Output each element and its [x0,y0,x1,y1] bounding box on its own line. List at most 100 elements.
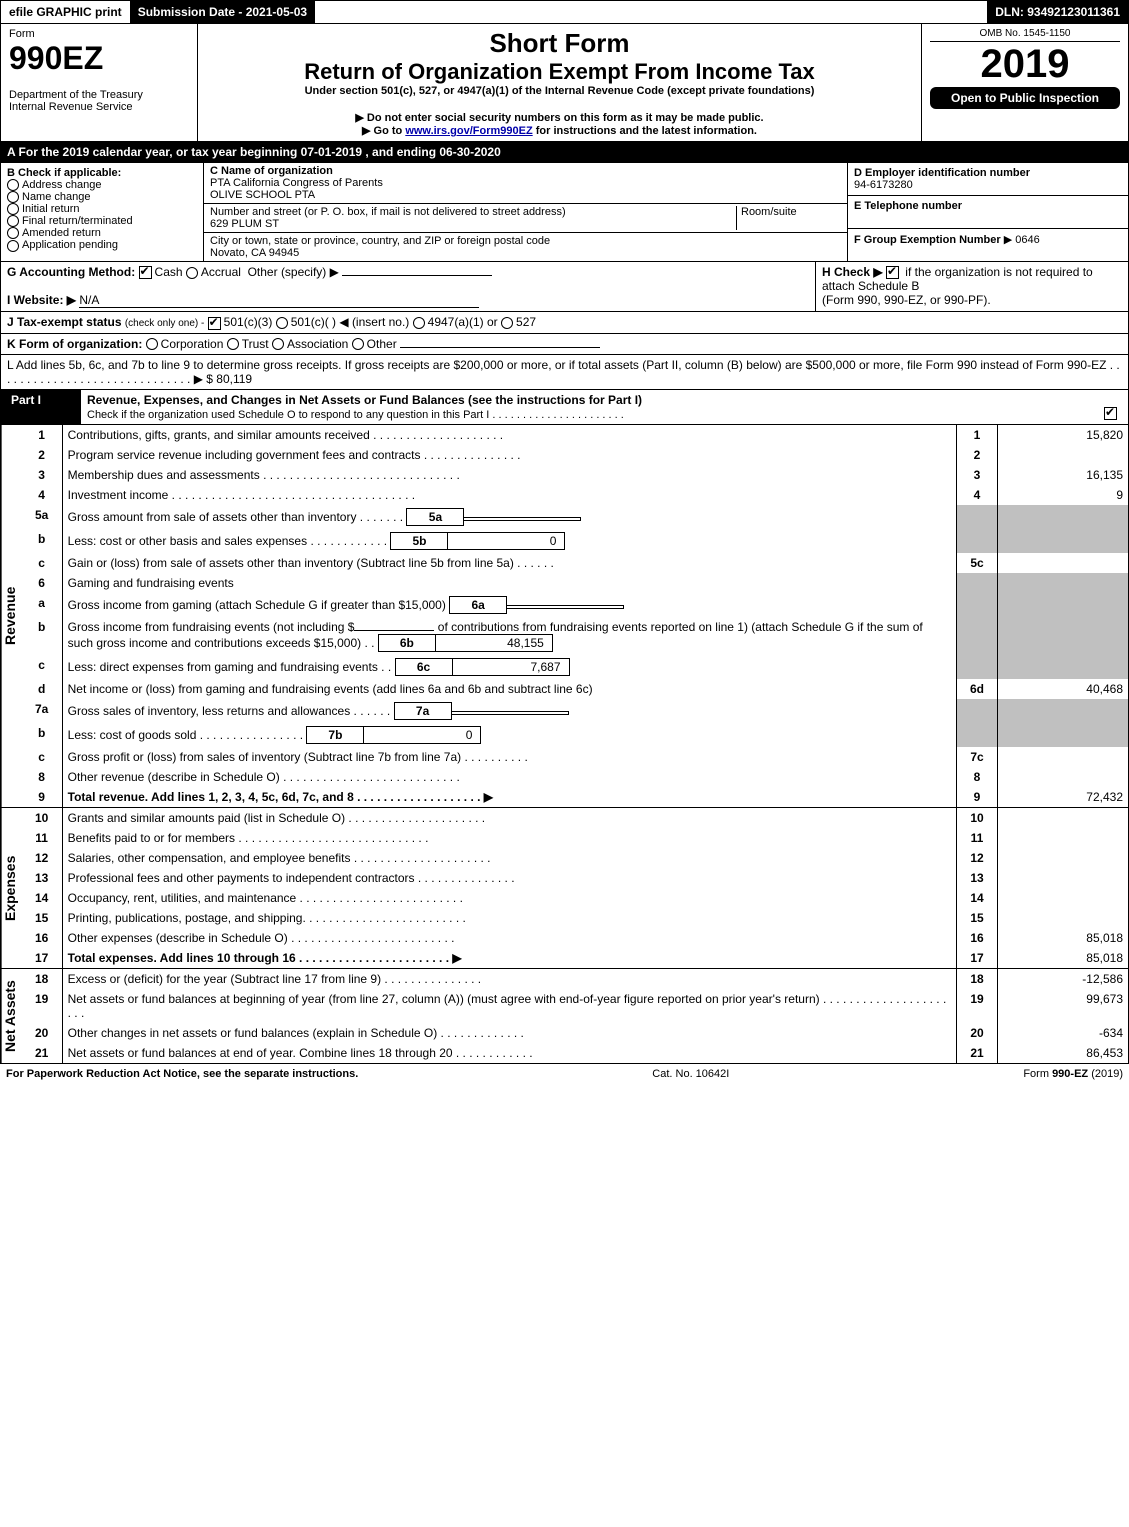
efile-label: efile GRAPHIC print [1,1,130,23]
j-527-radio[interactable] [501,317,513,329]
k-corp-radio[interactable] [146,338,158,350]
part-1-header: Part I Revenue, Expenses, and Changes in… [0,390,1129,425]
footer-right: Form 990-EZ (2019) [1023,1068,1123,1080]
line-g-label: G Accounting Method: [7,265,135,279]
check-final-return[interactable]: Final return/terminated [7,215,197,227]
line-6a: aGross income from gaming (attach Schedu… [22,593,1128,617]
footer-center: Cat. No. 10642I [652,1068,729,1080]
line-h-pre: H Check ▶ [822,265,883,279]
j-4947-radio[interactable] [413,317,425,329]
line-7b: bLess: cost of goods sold . . . . . . . … [22,723,1128,747]
accrual-radio[interactable] [186,267,198,279]
irs-link[interactable]: www.irs.gov/Form990EZ [405,125,532,137]
k-other-radio[interactable] [352,338,364,350]
line-l: L Add lines 5b, 6c, and 7b to line 9 to … [0,355,1129,390]
header-center: Short Form Return of Organization Exempt… [198,24,921,141]
dln-label: DLN: 93492123011361 [987,1,1128,23]
k-trust-radio[interactable] [227,338,239,350]
line-7c: cGross profit or (loss) from sales of in… [22,747,1128,767]
line-17: 17Total expenses. Add lines 10 through 1… [22,948,1128,968]
open-public-badge: Open to Public Inspection [930,87,1120,109]
j-501c-radio[interactable] [276,317,288,329]
line-6: 6Gaming and fundraising events [22,573,1128,593]
check-application-pending[interactable]: Application pending [7,239,197,251]
line-i-label: I Website: ▶ [7,293,76,307]
line-l-text: L Add lines 5b, 6c, and 7b to line 9 to … [7,358,1120,386]
form-number: 990EZ [9,40,189,77]
website-value: N/A [79,293,99,307]
line-8: 8Other revenue (describe in Schedule O) … [22,767,1128,787]
line-j-label: J Tax-exempt status [7,315,122,329]
header-right: OMB No. 1545-1150 2019 Open to Public In… [921,24,1128,141]
line-h-checkbox[interactable] [886,266,899,279]
k-assoc-radio[interactable] [272,338,284,350]
period-line: A For the 2019 calendar year, or tax yea… [0,142,1129,163]
line-4: 4Investment income . . . . . . . . . . .… [22,485,1128,505]
check-amended-return[interactable]: Amended return [7,227,197,239]
period-text: A For the 2019 calendar year, or tax yea… [7,145,501,159]
short-form-title: Short Form [206,28,913,59]
goto-pre: ▶ Go to [362,125,405,137]
line-l-value: $ 80,119 [206,372,252,386]
line-11: 11Benefits paid to or for members . . . … [22,828,1128,848]
expenses-table: Expenses 10Grants and similar amounts pa… [0,808,1129,969]
org-name-1: PTA California Congress of Parents [210,177,383,189]
omb-label: OMB No. 1545-1150 [930,28,1120,42]
line-19: 19Net assets or fund balances at beginni… [22,989,1128,1023]
ein-value: 94-6173280 [854,179,913,191]
box-c: C Name of organization PTA California Co… [204,163,847,261]
form-header: Form 990EZ Department of the Treasury In… [0,24,1129,142]
box-d-label: D Employer identification number [854,167,1030,179]
part-1-checkbox[interactable] [1104,407,1117,420]
line-7a: 7aGross sales of inventory, less returns… [22,699,1128,723]
check-name-change[interactable]: Name change [7,191,197,203]
part-1-table: Revenue 1Contributions, gifts, grants, a… [0,425,1129,808]
line-12: 12Salaries, other compensation, and empl… [22,848,1128,868]
line-g-h: G Accounting Method: Cash Accrual Other … [0,262,1129,312]
expenses-side-label: Expenses [1,808,22,968]
check-address-change[interactable]: Address change [7,179,197,191]
line-21: 21Net assets or fund balances at end of … [22,1043,1128,1063]
line-6b: bGross income from fundraising events (n… [22,617,1128,655]
goto-post: for instructions and the latest informat… [533,125,757,137]
revenue-side-label: Revenue [1,425,22,807]
return-title: Return of Organization Exempt From Incom… [206,59,913,85]
submission-date-label: Submission Date - 2021-05-03 [130,1,315,23]
j-501c3-checkbox[interactable] [208,317,221,330]
street-address: 629 PLUM ST [210,218,279,230]
line-3: 3Membership dues and assessments . . . .… [22,465,1128,485]
irs-label: Internal Revenue Service [9,101,189,113]
department-label: Department of the Treasury [9,89,189,101]
box-f-label: F Group Exemption Number [854,234,1001,246]
city-state-zip: Novato, CA 94945 [210,247,299,259]
check-initial-return[interactable]: Initial return [7,203,197,215]
page-footer: For Paperwork Reduction Act Notice, see … [0,1064,1129,1084]
line-2: 2Program service revenue including gover… [22,445,1128,465]
cash-checkbox[interactable] [139,266,152,279]
line-h-text3: (Form 990, 990-EZ, or 990-PF). [822,293,991,307]
info-block: B Check if applicable: Address change Na… [0,163,1129,262]
tax-year: 2019 [930,42,1120,87]
city-label: City or town, state or province, country… [210,235,550,247]
box-c-name-label: C Name of organization [210,165,333,177]
line-6c: cLess: direct expenses from gaming and f… [22,655,1128,679]
form-word: Form [9,28,189,40]
part-1-check-text: Check if the organization used Schedule … [87,409,624,421]
box-def: D Employer identification number 94-6173… [847,163,1128,261]
line-k-label: K Form of organization: [7,337,142,351]
group-exemption-value: ▶ 0646 [1004,234,1040,246]
line-16: 16Other expenses (describe in Schedule O… [22,928,1128,948]
line-20: 20Other changes in net assets or fund ba… [22,1023,1128,1043]
line-15: 15Printing, publications, postage, and s… [22,908,1128,928]
form-page: efile GRAPHIC print Submission Date - 20… [0,0,1129,1084]
addr-label: Number and street (or P. O. box, if mail… [210,206,566,218]
line-1: 1Contributions, gifts, grants, and simil… [22,425,1128,445]
line-13: 13Professional fees and other payments t… [22,868,1128,888]
line-10: 10Grants and similar amounts paid (list … [22,808,1128,828]
netassets-table: Net Assets 18Excess or (deficit) for the… [0,969,1129,1064]
box-e-label: E Telephone number [854,200,962,212]
line-5c: cGain or (loss) from sale of assets othe… [22,553,1128,573]
goto-text: ▶ Go to www.irs.gov/Form990EZ for instru… [206,124,913,137]
part-1-label: Part I [1,390,81,424]
box-b: B Check if applicable: Address change Na… [1,163,204,261]
